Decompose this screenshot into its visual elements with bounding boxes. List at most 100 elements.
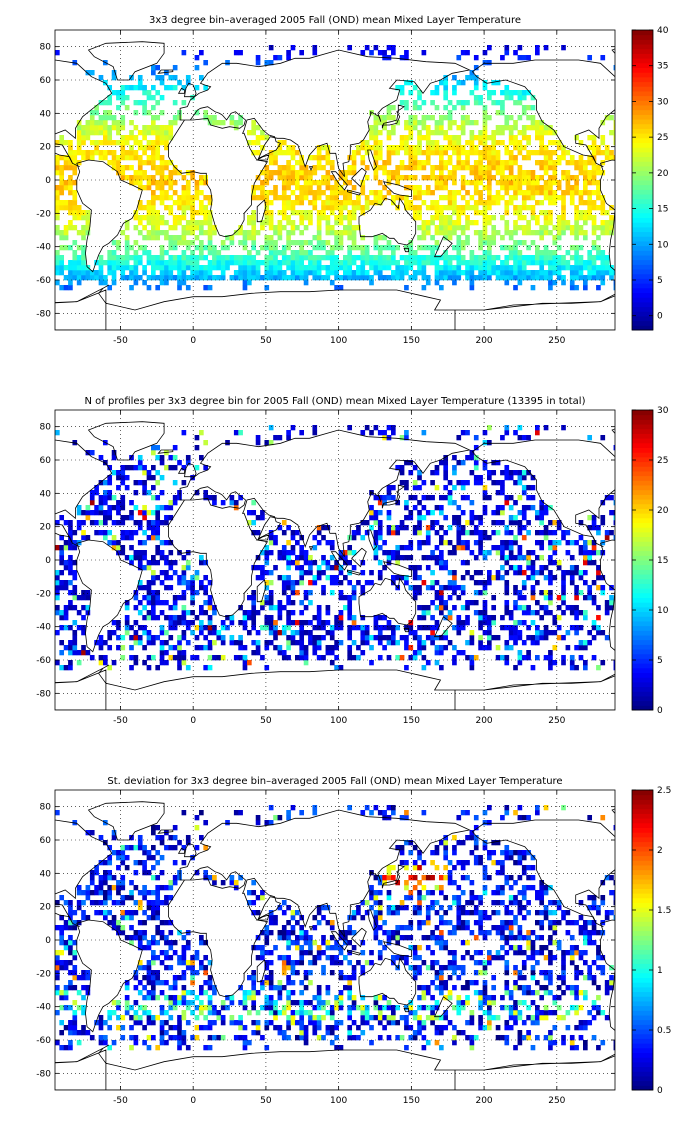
heat-cell <box>539 135 545 141</box>
heat-cell <box>124 275 130 281</box>
heat-cell <box>89 490 95 496</box>
heat-cell <box>421 615 427 621</box>
heat-cell <box>425 260 431 266</box>
heat-cell <box>373 625 379 631</box>
heat-cell <box>456 630 462 636</box>
heat-cell <box>124 625 130 631</box>
heat-cell <box>491 1015 497 1021</box>
heat-cell <box>552 545 558 551</box>
heat-cell <box>517 190 523 196</box>
heat-cell <box>412 260 418 266</box>
heat-cell <box>508 625 514 631</box>
heat-cell <box>159 645 165 651</box>
heat-cell <box>434 555 440 561</box>
heat-cell <box>55 610 60 616</box>
heat-cell <box>360 630 366 636</box>
heat-cell <box>81 230 86 236</box>
heat-cell <box>329 625 335 631</box>
heat-cell <box>124 555 130 561</box>
heat-cell <box>107 1045 113 1051</box>
heat-cell <box>321 215 326 221</box>
heat-cell <box>609 275 614 281</box>
heat-cell <box>434 105 440 111</box>
heat-cell <box>185 275 191 281</box>
heat-cell <box>347 425 353 431</box>
heat-cell <box>242 235 248 241</box>
heat-cell <box>487 495 492 501</box>
heat-cell <box>535 630 540 636</box>
heat-cell <box>155 275 161 281</box>
heat-cell <box>377 430 383 436</box>
y-tick-label: -60 <box>36 276 51 286</box>
heat-cell <box>491 225 497 231</box>
heat-cell <box>321 245 326 251</box>
heat-cell <box>207 120 213 126</box>
heat-cell <box>404 1020 409 1026</box>
heat-cell <box>190 580 195 586</box>
heat-cell <box>552 200 558 206</box>
heat-cell <box>177 490 182 496</box>
heat-cell <box>404 285 409 291</box>
heat-cell <box>417 625 422 631</box>
heat-cell <box>338 210 344 216</box>
heat-cell <box>556 625 562 631</box>
heat-cell <box>251 530 257 536</box>
y-tick-label: 20 <box>40 143 52 153</box>
heat-cell <box>613 1045 615 1051</box>
heat-cell <box>351 170 357 176</box>
heat-cell <box>116 645 121 651</box>
heat-cell <box>124 240 130 246</box>
heat-cell <box>286 1025 291 1031</box>
heat-cell <box>303 270 309 276</box>
heat-cell <box>539 505 545 511</box>
heat-cell <box>168 135 174 141</box>
heat-cell <box>255 640 261 646</box>
heat-cell <box>473 475 479 481</box>
heat-cell <box>181 255 187 261</box>
heat-cell <box>491 620 497 626</box>
heat-cell <box>574 165 579 171</box>
heat-cell <box>277 165 283 171</box>
heat-cell <box>356 150 361 156</box>
heat-cell <box>76 1040 82 1046</box>
heat-cell <box>478 590 483 596</box>
heat-cell <box>460 270 466 276</box>
heat-cell <box>255 230 261 236</box>
heat-cell <box>434 275 440 281</box>
colorbar-step <box>632 86 653 92</box>
colorbar-step <box>632 592 653 598</box>
heat-cell <box>59 200 65 206</box>
heat-cell <box>299 655 305 661</box>
heat-cell <box>495 160 501 166</box>
heat-cell <box>164 1040 169 1046</box>
heat-cell <box>281 575 287 581</box>
heat-cell <box>521 240 527 246</box>
heat-cell <box>548 545 553 551</box>
heat-cell <box>325 250 331 256</box>
heat-cell <box>613 120 615 126</box>
heat-cell <box>382 165 387 171</box>
heat-cell <box>535 175 540 181</box>
heat-cell <box>142 625 147 631</box>
heat-cell <box>521 195 527 201</box>
heat-cell <box>473 435 479 441</box>
heat-cell <box>364 45 370 51</box>
heat-cell <box>456 235 462 241</box>
heat-cell <box>199 1025 204 1031</box>
heat-cell <box>391 425 396 431</box>
heat-cell <box>574 585 579 591</box>
heat-cell <box>539 140 545 146</box>
panel-2: N of profiles per 3x3 degree bin for 200… <box>36 396 668 726</box>
heat-cell <box>303 265 309 271</box>
heat-cell <box>574 225 579 231</box>
heat-cell <box>425 230 431 236</box>
heat-cell <box>583 260 588 266</box>
heat-cell <box>347 170 353 176</box>
heat-cell <box>159 200 165 206</box>
colorbar-step <box>632 128 653 134</box>
heat-cell <box>439 605 444 611</box>
heat-cell <box>194 465 200 471</box>
heat-cell <box>399 1015 405 1021</box>
heat-cell <box>487 90 492 96</box>
heat-cell <box>495 170 501 176</box>
